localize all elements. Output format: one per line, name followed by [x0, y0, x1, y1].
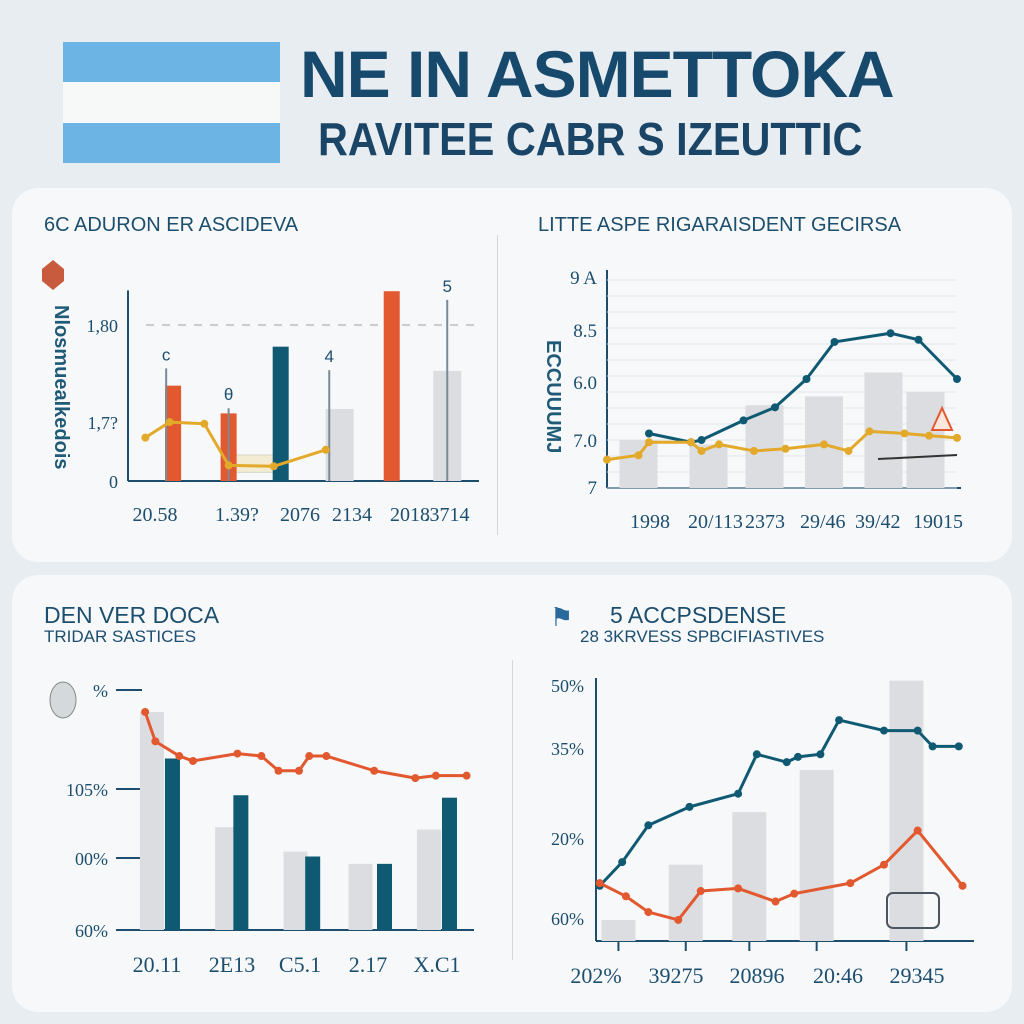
- chart2-ylabel: ECCUUUMJ: [542, 340, 564, 454]
- shield-icon: [42, 260, 64, 290]
- tools-icon: ⚑: [550, 602, 574, 632]
- argentina-flag: [63, 42, 280, 163]
- page-title: NE IN ASMETTOKA: [300, 37, 895, 111]
- chart2-title: LITTE ASPE RIGARAISDENT GECIRSA: [538, 214, 902, 236]
- chart1-ylabel: Nlosmuealkedois: [50, 305, 72, 470]
- top-divider: [497, 235, 498, 535]
- chart3-title: DEN VER DOCA: [44, 602, 220, 628]
- chart3-subtitle: TRIDAR SASTICES: [44, 627, 197, 646]
- chart1-title: 6C ADURON ER ASCIDEVA: [44, 214, 299, 236]
- chart4-subtitle: 28 3KRVESS SPBCIFIASTIVES: [580, 627, 825, 646]
- page-subtitle: RAVITEE CABR S IZEUTTIC: [318, 113, 863, 165]
- top-panel: [12, 188, 1012, 562]
- chart4-title: 5 ACCPSDENSE: [610, 602, 787, 628]
- bottom-divider: [512, 660, 513, 960]
- flag-white-stripe: [63, 82, 280, 123]
